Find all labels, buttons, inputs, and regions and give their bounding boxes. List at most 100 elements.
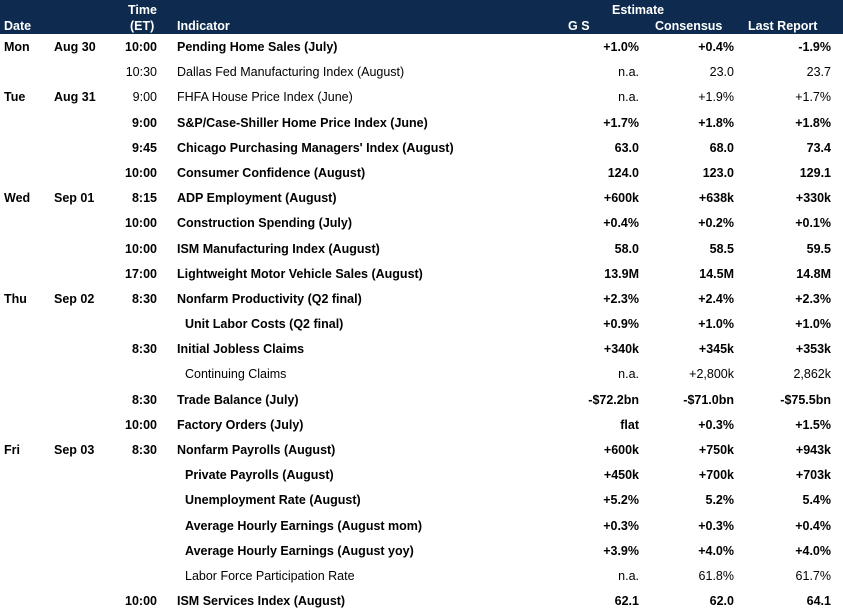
header-estimate: Estimate: [612, 3, 665, 17]
row-consensus: +1.0%: [698, 317, 734, 332]
row-last-report: +1.8%: [795, 115, 831, 130]
header-indicator: Indicator: [177, 19, 230, 33]
row-time: 9:00: [132, 90, 157, 105]
row-consensus: +700k: [698, 468, 734, 483]
table-row: 10:30 Dallas Fed Manufacturing Index (Aug…: [0, 59, 843, 84]
table-row: 9:45 Chicago Purchasing Managers' Index (…: [0, 135, 843, 160]
row-consensus: +0.2%: [698, 216, 734, 231]
row-indicator: Unit Labor Costs (Q2 final): [185, 317, 344, 332]
row-consensus: +2.4%: [698, 291, 734, 306]
row-last-report: +1.5%: [795, 417, 831, 432]
row-date: Sep 03: [54, 443, 95, 457]
row-consensus: +0.4%: [698, 40, 734, 54]
row-gs-estimate: +5.2%: [603, 493, 639, 508]
row-time: 9:00: [131, 115, 157, 130]
row-last-report: +1.0%: [795, 317, 831, 332]
table-row: Unit Labor Costs (Q2 final) +0.9% +1.0% +1.…: [0, 311, 843, 336]
table-row: 8:30 Initial Jobless Claims +340k +345k +353…: [0, 336, 843, 361]
table-row: Continuing Claims n.a. +2,800k 2,862k: [0, 361, 843, 386]
row-time: 10:00: [125, 417, 157, 432]
row-time: 17:00: [125, 266, 157, 281]
row-indicator: Private Payrolls (August): [185, 468, 334, 483]
row-consensus: 23.0: [709, 65, 734, 80]
table-row: Mon Aug 30 10:00 Pending Home Sales (July) +…: [0, 34, 843, 59]
row-day: Fri: [4, 443, 20, 457]
row-last-report: 129.1: [799, 165, 831, 180]
row-consensus: 62.0: [709, 594, 734, 609]
row-indicator: ISM Manufacturing Index (August): [177, 241, 380, 256]
row-time: 10:00: [125, 241, 157, 256]
row-date: Aug 31: [54, 90, 96, 105]
row-gs-estimate: +340k: [603, 342, 639, 357]
row-consensus: +750k: [698, 443, 734, 457]
row-last-report: +353k: [795, 342, 831, 357]
table-row: Fri Sep 03 8:30 Nonfarm Payrolls (August) +6…: [0, 437, 843, 462]
row-consensus: +4.0%: [698, 543, 734, 558]
table-row: 17:00 Lightweight Motor Vehicle Sales (Au…: [0, 261, 843, 286]
row-consensus: 68.0: [709, 140, 734, 155]
row-indicator: Construction Spending (July): [177, 216, 352, 231]
row-consensus: +1.8%: [698, 115, 734, 130]
row-consensus: +0.3%: [698, 417, 734, 432]
row-last-report: 73.4: [806, 140, 831, 155]
row-day: Mon: [4, 40, 30, 54]
row-gs-estimate: 13.9M: [604, 266, 639, 281]
row-indicator: Pending Home Sales (July): [177, 40, 338, 54]
row-gs-estimate: +1.7%: [603, 115, 639, 130]
header-gs: G S: [568, 19, 590, 33]
row-last-report: -$75.5bn: [780, 392, 831, 407]
table-row: Unemployment Rate (August) +5.2% 5.2% 5.4%: [0, 487, 843, 512]
row-last-report: +0.1%: [795, 216, 831, 231]
row-indicator: ADP Employment (August): [177, 191, 337, 206]
row-gs-estimate: +2.3%: [603, 291, 639, 306]
table-row: Labor Force Participation Rate n.a. 61.8% 6…: [0, 563, 843, 588]
row-date: Sep 02: [54, 291, 95, 306]
row-gs-estimate: +0.3%: [603, 518, 639, 533]
table-row: Thu Sep 02 8:30 Nonfarm Productivity (Q2 fi…: [0, 286, 843, 311]
table-row: 8:30 Trade Balance (July) -$72.2bn -$71.0bn…: [0, 387, 843, 412]
row-time: 10:00: [125, 165, 157, 180]
row-time: 10:00: [125, 216, 157, 231]
row-indicator: Continuing Claims: [185, 367, 287, 382]
row-indicator: Labor Force Participation Rate: [185, 568, 355, 583]
row-last-report: 59.5: [806, 241, 831, 256]
calendar-table-body: Mon Aug 30 10:00 Pending Home Sales (July) +…: [0, 34, 843, 613]
row-time: 10:30: [125, 65, 157, 80]
header-last-report: Last Report: [748, 19, 818, 33]
table-row: Tue Aug 31 9:00 FHFA House Price Index (Jun…: [0, 84, 843, 109]
header-consensus: Consensus: [655, 19, 723, 33]
table-row: 10:00 ISM Services Index (August) 62.1 62.0…: [0, 588, 843, 613]
table-row: 10:00 Consumer Confidence (August) 124.0 12…: [0, 160, 843, 185]
row-indicator: Average Hourly Earnings (August mom): [185, 518, 423, 533]
row-last-report: 2,862k: [793, 367, 831, 382]
header-date: Date: [4, 19, 32, 33]
row-indicator: Nonfarm Payrolls (August): [177, 443, 336, 457]
row-gs-estimate: 63.0: [614, 140, 639, 155]
row-indicator: Consumer Confidence (August): [177, 165, 366, 180]
row-time: 10:00: [125, 594, 157, 609]
table-row: 10:00 Factory Orders (July) flat +0.3% +1.5%: [0, 412, 843, 437]
row-last-report: 14.8M: [796, 266, 831, 281]
row-consensus: +638k: [698, 191, 734, 206]
row-time: 10:00: [125, 40, 157, 54]
row-consensus: +1.9%: [698, 90, 734, 105]
row-time: 8:30: [131, 443, 157, 457]
row-indicator: FHFA House Price Index (June): [177, 90, 353, 105]
row-last-report: +703k: [795, 468, 831, 483]
row-gs-estimate: n.a.: [618, 367, 639, 382]
row-last-report: +2.3%: [795, 291, 831, 306]
row-indicator: ISM Services Index (August): [177, 594, 346, 609]
row-time: 8:15: [131, 191, 157, 206]
row-consensus: 5.2%: [705, 493, 735, 508]
row-consensus: 61.8%: [698, 568, 734, 583]
table-row: Wed Sep 01 8:15 ADP Employment (August) +600…: [0, 185, 843, 210]
row-time: 9:45: [131, 140, 157, 155]
row-last-report: +4.0%: [795, 543, 831, 558]
row-gs-estimate: n.a.: [618, 90, 639, 105]
row-last-report: -1.9%: [798, 40, 831, 54]
row-date: Aug 30: [54, 40, 96, 54]
row-gs-estimate: +600k: [603, 443, 639, 457]
row-indicator: Nonfarm Productivity (Q2 final): [177, 291, 362, 306]
row-gs-estimate: 124.0: [607, 165, 639, 180]
row-gs-estimate: 62.1: [614, 594, 639, 609]
